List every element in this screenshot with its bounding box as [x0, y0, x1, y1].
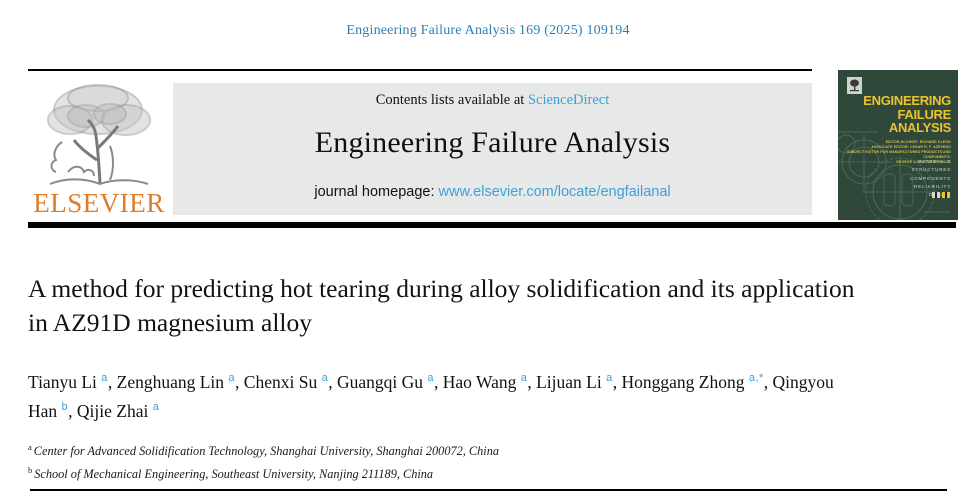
header-bottom-rule: [28, 222, 956, 228]
contents-prefix: Contents lists available at: [375, 92, 528, 108]
author-name: Hao Wang a: [442, 372, 528, 392]
author-affiliation-sup: a: [152, 401, 160, 414]
cover-journal-title: ENGINEERING FAILURE ANALYSIS: [863, 93, 951, 136]
journal-title: Engineering Failure Analysis: [314, 126, 671, 159]
author-affiliation-sup: a: [101, 372, 108, 385]
cover-bar-yellow: [942, 192, 950, 198]
affiliation-list: a Center for Advanced Solidification Tech…: [28, 440, 858, 486]
author-affiliation-sup: a,*: [748, 372, 764, 385]
author-affiliation-sup: a: [520, 372, 528, 385]
cover-elsevier-mini-logo: [847, 77, 862, 94]
journal-cover-thumbnail[interactable]: ENGINEERING FAILURE ANALYSIS EDITOR-IN-CHI…: [838, 70, 958, 220]
journal-homepage-link[interactable]: www.elsevier.com/locate/engfailanal: [438, 184, 671, 200]
footer-rule: [30, 489, 947, 491]
author-name: Zenghuang Lin a: [116, 372, 236, 392]
author-name: Honggang Zhong a,*: [621, 372, 764, 392]
elsevier-logo[interactable]: ELSEVIER: [30, 76, 168, 218]
author-name: Lijuan Li a: [536, 372, 613, 392]
author-name: Chenxi Su a: [243, 372, 329, 392]
author-affiliation-sup: a: [606, 372, 613, 385]
author-affiliation-sup: a: [427, 372, 434, 385]
author-name: Qijie Zhai a: [76, 401, 160, 422]
homepage-line: journal homepage: www.elsevier.com/locat…: [173, 184, 812, 200]
journal-header-banner: Contents lists available at ScienceDirec…: [173, 83, 812, 215]
elsevier-tree-icon: [47, 84, 151, 186]
author-affiliation-sup: a: [228, 372, 236, 385]
author-list: Tianyu Li a, Zenghuang Lin a, Chenxi Su …: [28, 372, 834, 422]
cover-editor-lines: EDITOR-IN-CHIEF: RICHARD CLEGG ASSOCIATE …: [846, 140, 951, 164]
author-affiliation-sup: a: [321, 372, 329, 385]
cover-barcode-marks: [932, 192, 950, 198]
author-affiliation-sup: b: [61, 401, 69, 414]
header-top-rule: [28, 69, 812, 71]
journal-citation-link[interactable]: Engineering Failure Analysis 169 (2025) …: [346, 23, 630, 38]
homepage-prefix: journal homepage:: [314, 184, 439, 200]
affiliation-row: b School of Mechanical Engineering, South…: [28, 464, 434, 482]
affiliation-row: a Center for Advanced Solidification Tech…: [28, 442, 499, 459]
elsevier-wordmark: ELSEVIER: [33, 188, 165, 218]
cover-bar-white: [932, 192, 940, 198]
author-name: Qingyou Han b: [28, 372, 834, 422]
sciencedirect-link[interactable]: ScienceDirect: [527, 92, 610, 108]
author-name: Guangqi Gu a: [336, 372, 434, 392]
contents-line: Contents lists available at ScienceDirec…: [173, 92, 812, 109]
author-name: Tianyu Li a: [28, 372, 108, 392]
article-title: A method for predicting hot tearing duri…: [28, 274, 855, 337]
